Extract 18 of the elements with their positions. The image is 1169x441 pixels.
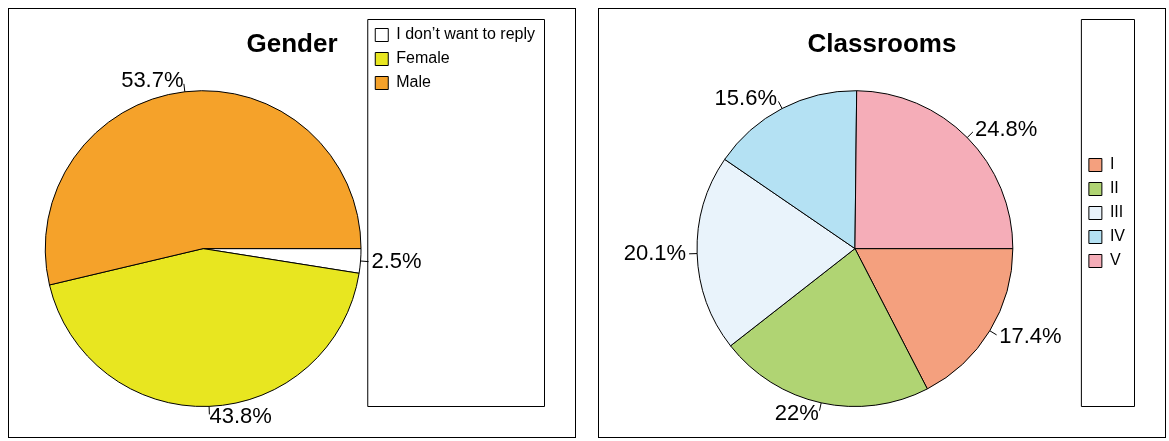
chart-title: Gender — [246, 27, 338, 58]
legend-label: IV — [1109, 227, 1126, 245]
data-label: 20.1% — [623, 239, 687, 265]
data-label: 53.7% — [121, 66, 184, 92]
legend-label: II — [1109, 179, 1119, 197]
legend-label: III — [1109, 203, 1124, 221]
legend-label: V — [1109, 251, 1121, 269]
legend-label: Male — [396, 73, 432, 91]
data-label: 15.6% — [714, 84, 778, 110]
data-label: 24.8% — [975, 115, 1038, 141]
chart-title: Classrooms — [807, 27, 957, 58]
data-label: 43.8% — [209, 403, 272, 429]
data-label: 22% — [774, 399, 819, 425]
legend-label: Female — [396, 49, 450, 67]
legend-label: I don’t want to reply — [396, 25, 536, 43]
data-label: 17.4% — [999, 322, 1062, 348]
legend-label: I — [1109, 155, 1115, 173]
data-label: 2.5% — [371, 247, 422, 273]
